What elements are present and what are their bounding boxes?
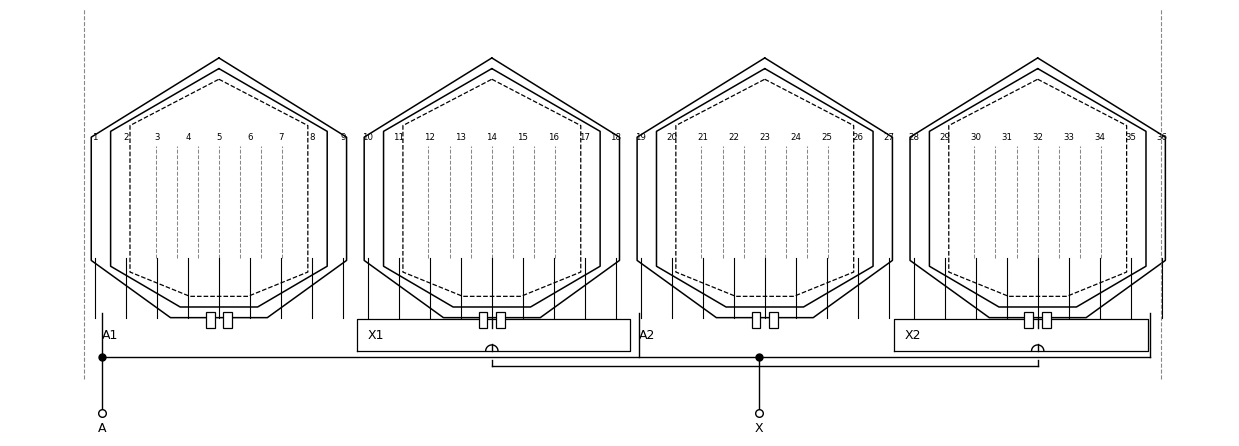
Text: 20: 20 (667, 132, 678, 141)
Text: 24: 24 (790, 132, 802, 141)
Text: 6: 6 (248, 132, 253, 141)
Text: X2: X2 (904, 329, 922, 342)
Text: 4: 4 (185, 132, 191, 141)
Bar (1025, 312, 1033, 328)
Text: 34: 34 (1094, 132, 1105, 141)
Text: 18: 18 (611, 132, 622, 141)
Text: 8: 8 (310, 132, 315, 141)
Text: 36: 36 (1156, 132, 1167, 141)
Text: 33: 33 (1063, 132, 1074, 141)
Text: 9: 9 (341, 132, 346, 141)
Text: 15: 15 (518, 132, 528, 141)
Text: A2: A2 (639, 329, 655, 342)
Text: 1: 1 (92, 132, 98, 141)
Text: 26: 26 (852, 132, 864, 141)
Text: 14: 14 (487, 132, 497, 141)
Bar (497, 312, 506, 328)
Text: 19: 19 (636, 132, 646, 141)
Text: 30: 30 (970, 132, 981, 141)
Bar (752, 312, 761, 328)
Text: X: X (755, 421, 763, 434)
Text: 22: 22 (729, 132, 740, 141)
Bar (769, 312, 778, 328)
Text: 10: 10 (362, 132, 373, 141)
Bar (223, 312, 232, 328)
Text: 11: 11 (393, 132, 404, 141)
Text: 25: 25 (821, 132, 833, 141)
Text: 29: 29 (939, 132, 950, 141)
Text: 35: 35 (1125, 132, 1136, 141)
Text: 5: 5 (216, 132, 222, 141)
Text: 28: 28 (908, 132, 919, 141)
Text: 3: 3 (154, 132, 160, 141)
Text: 21: 21 (698, 132, 709, 141)
Text: 2: 2 (123, 132, 129, 141)
Bar (478, 312, 487, 328)
Text: 23: 23 (760, 132, 771, 141)
Bar (1042, 312, 1051, 328)
Bar (206, 312, 214, 328)
Text: 12: 12 (424, 132, 435, 141)
Text: X1: X1 (368, 329, 384, 342)
Text: A1: A1 (102, 329, 118, 342)
Text: 32: 32 (1032, 132, 1043, 141)
Text: 13: 13 (455, 132, 466, 141)
Text: 16: 16 (549, 132, 560, 141)
Text: 27: 27 (883, 132, 895, 141)
Text: 7: 7 (279, 132, 284, 141)
Text: 17: 17 (580, 132, 591, 141)
Text: 31: 31 (1001, 132, 1012, 141)
Text: A: A (98, 421, 107, 434)
